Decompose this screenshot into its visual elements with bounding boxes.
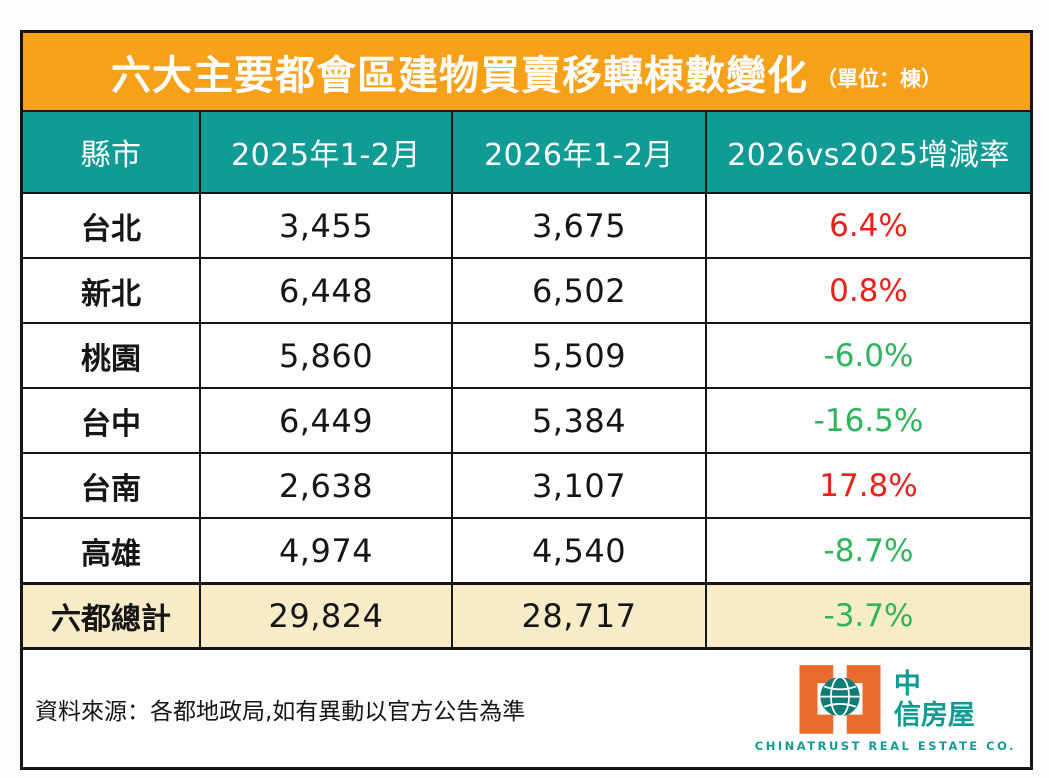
- table-row-total: 六都總計 29,824 28,717 -3.7%: [23, 582, 1030, 647]
- logo-cn-text: 中 信房屋: [894, 669, 975, 731]
- logo-top: 中 信房屋: [796, 664, 975, 736]
- column-header-change: 2026vs2025增減率: [727, 138, 1010, 173]
- total-change-cell: -3.7%: [823, 598, 914, 634]
- value-2026-cell: 5,384: [453, 389, 707, 452]
- city-cell: 新北: [23, 259, 201, 322]
- column-header-city: 縣市: [23, 112, 201, 192]
- table-row-newtaipei: 新北 6,448 6,502 0.8%: [23, 257, 1030, 322]
- table-row-taichung: 台中 6,449 5,384 -16.5%: [23, 387, 1030, 452]
- logo-left-bracket: [799, 665, 834, 734]
- city-cell: 桃園: [23, 324, 201, 387]
- table-row-kaohsiung: 高雄 4,974 4,540 -8.7%: [23, 517, 1030, 582]
- value-2025-cell: 4,974: [201, 519, 453, 582]
- logo-cn-line2: 信房屋: [893, 700, 975, 731]
- footer: 資料來源：各都地政局,如有異動以官方公告為準: [23, 647, 1030, 767]
- logo-cn-line1: 中: [893, 668, 921, 700]
- value-2025-cell: 5,860: [201, 324, 453, 387]
- city-cell: 台中: [23, 389, 201, 452]
- city-cell: 台南: [23, 454, 201, 517]
- change-cell: -8.7%: [823, 532, 914, 569]
- change-cell: 0.8%: [829, 272, 908, 309]
- total-label-cell: 六都總計: [23, 585, 201, 647]
- change-cell: -16.5%: [813, 402, 924, 439]
- logo-en-text: CHINATRUST REAL ESTATE CO.: [754, 739, 1016, 753]
- total-2025-cell: 29,824: [201, 585, 453, 647]
- change-cell: 6.4%: [829, 207, 908, 244]
- change-cell: 17.8%: [819, 467, 918, 504]
- column-header-2026: 2026年1-2月: [453, 112, 707, 192]
- source-note: 資料來源：各都地政局,如有異動以官方公告為準: [35, 698, 526, 725]
- table-row-taoyuan: 桃園 5,860 5,509 -6.0%: [23, 322, 1030, 387]
- city-cell: 高雄: [23, 519, 201, 582]
- city-cell: 台北: [23, 194, 201, 257]
- value-2025-cell: 6,449: [201, 389, 453, 452]
- total-2026-cell: 28,717: [453, 585, 707, 647]
- value-2025-cell: 6,448: [201, 259, 453, 322]
- value-2026-cell: 5,509: [453, 324, 707, 387]
- value-2026-cell: 6,502: [453, 259, 707, 322]
- table-row-taipei: 台北 3,455 3,675 6.4%: [23, 192, 1030, 257]
- value-2026-cell: 3,107: [453, 454, 707, 517]
- value-2025-cell: 3,455: [201, 194, 453, 257]
- value-2026-cell: 3,675: [453, 194, 707, 257]
- table-row-tainan: 台南 2,638 3,107 17.8%: [23, 452, 1030, 517]
- title-bar: 六大主要都會區建物買賣移轉棟數變化 （單位：棟）: [23, 33, 1030, 110]
- chinatrust-logo: 中 信房屋 CHINATRUST REAL ESTATE CO.: [755, 664, 1016, 753]
- page-title: 六大主要都會區建物買賣移轉棟數變化: [111, 52, 808, 99]
- report-table: 六大主要都會區建物買賣移轉棟數變化 （單位：棟） 縣市 2025年1-2月 20…: [20, 30, 1033, 770]
- table-header-row: 縣市 2025年1-2月 2026年1-2月 2026vs2025增減率: [23, 110, 1030, 192]
- value-2026-cell: 4,540: [453, 519, 707, 582]
- change-cell: -6.0%: [823, 337, 914, 374]
- logo-right-bracket: [846, 665, 881, 734]
- chinatrust-logo-icon: [799, 665, 881, 734]
- title-unit-label: （單位：棟）: [816, 66, 942, 91]
- column-header-2025: 2025年1-2月: [201, 112, 453, 192]
- value-2025-cell: 2,638: [201, 454, 453, 517]
